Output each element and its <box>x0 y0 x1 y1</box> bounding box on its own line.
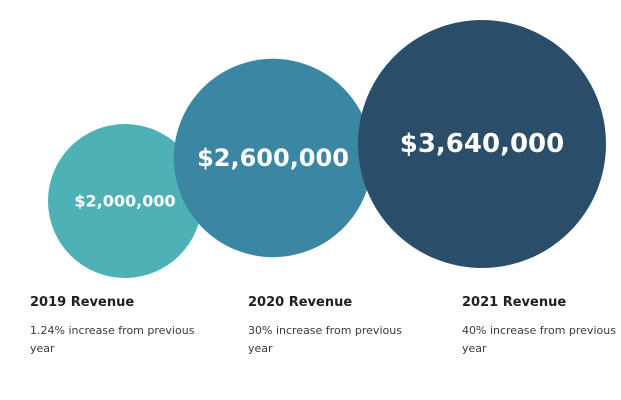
bubbles-group <box>48 20 606 278</box>
caption-2020: 2020 Revenue 30% increase from previous … <box>248 294 418 358</box>
bubble-2021 <box>358 20 606 268</box>
caption-title-2021: 2021 Revenue <box>462 295 567 310</box>
caption-description-2020: 30% increase from previous year <box>248 324 402 355</box>
caption-description-2021: 40% increase from previous year <box>462 324 616 355</box>
bubble-value-label-2020: $2,600,000 <box>197 144 349 172</box>
caption-2019: 2019 Revenue 1.24% increase from previou… <box>30 294 200 358</box>
bubble-2020 <box>173 58 373 258</box>
caption-description-2019: 1.24% increase from previous year <box>30 324 195 355</box>
bubble-value-label-2021: $3,640,000 <box>400 129 564 159</box>
caption-title-2020: 2020 Revenue <box>248 295 353 310</box>
bubble-2019 <box>48 124 202 278</box>
bubble-value-label-2019: $2,000,000 <box>74 192 175 211</box>
caption-title-2019: 2019 Revenue <box>30 295 135 310</box>
caption-2021: 2021 Revenue 40% increase from previous … <box>462 294 621 358</box>
bubble-labels-group: $2,000,000 $2,600,000 $3,640,000 <box>74 129 564 211</box>
